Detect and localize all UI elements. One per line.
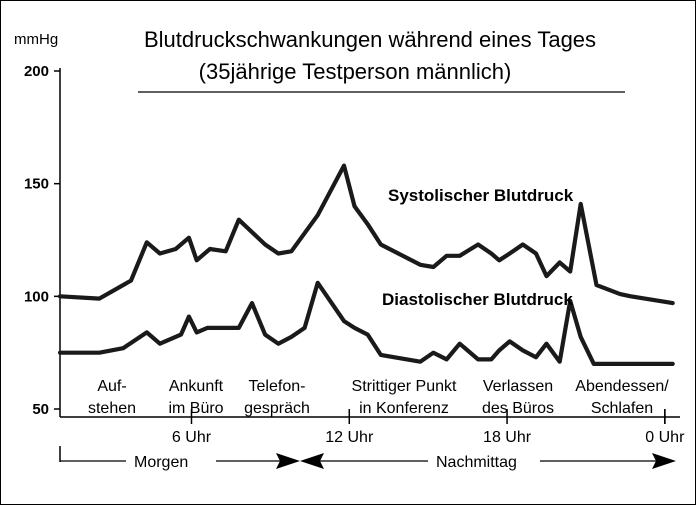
y-tick-label: 100 (24, 288, 49, 305)
x-tick-label: 6 Uhr (172, 429, 212, 446)
y-tick-label: 200 (24, 63, 49, 80)
event-label: Strittiger Punkt in Konferenz (352, 378, 457, 417)
event-annotations: Auf-stehen Ankunft im Büro Telefon-gespräch… (88, 378, 669, 417)
event-label: Ankunft im Büro (168, 378, 223, 417)
y-tick-label: 150 (24, 176, 49, 193)
x-ticks: 6 Uhr 12 Uhr 18 Uhr 0 Uhr (172, 409, 685, 446)
x-tick-label: 0 Uhr (645, 429, 685, 446)
series-labels: Systolischer Blutdruck Diastolischer Blut… (382, 186, 574, 309)
diastolic-line (57, 280, 675, 366)
systolic-label: Systolischer Blutdruck (388, 186, 574, 205)
systolic-line (57, 163, 675, 306)
period-morgen-label: Morgen (134, 454, 188, 471)
event-label: Auf-stehen (88, 378, 136, 417)
event-label: Verlassen des Büros (482, 378, 554, 417)
series-lines (57, 163, 675, 366)
chart-subtitle: (35jährige Testperson männlich) (199, 59, 512, 84)
x-tick-label: 18 Uhr (483, 429, 532, 446)
diastolic-label: Diastolischer Blutdruck (382, 290, 573, 309)
y-ticks: 50 100 150 200 (24, 63, 60, 418)
event-label: Abendessen/Schlafen (575, 378, 669, 417)
period-nachmittag-label: Nachmittag (436, 454, 517, 471)
y-tick-label: 50 (32, 401, 49, 418)
event-label: Telefon-gespräch (244, 378, 310, 417)
nachmittag-arrowhead-right (652, 453, 676, 469)
y-axis-unit: mmHg (14, 31, 58, 48)
x-tick-label: 12 Uhr (325, 429, 374, 446)
chart-title: Blutdruckschwankungen während eines Tage… (144, 27, 596, 52)
morgen-arrowhead (276, 453, 300, 469)
